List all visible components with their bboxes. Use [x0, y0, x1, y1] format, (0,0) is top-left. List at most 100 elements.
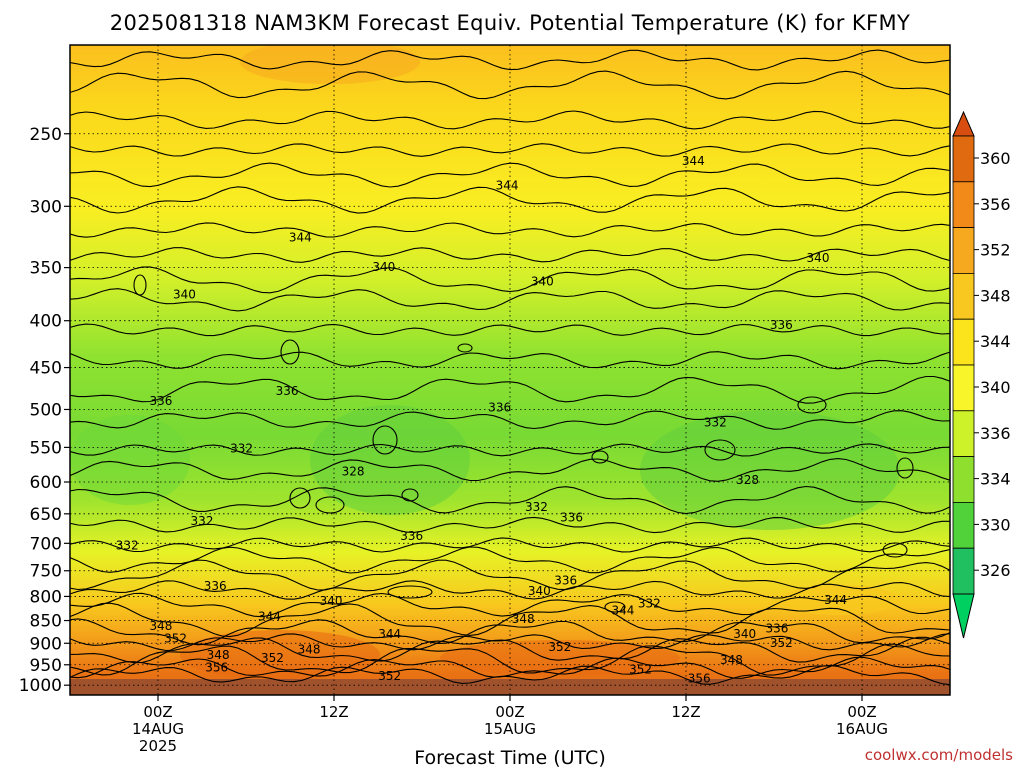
contour-line [70, 458, 950, 482]
contour-line [70, 143, 950, 157]
colorbar-upper-arrow [952, 110, 975, 137]
contour-label: 352 [261, 651, 284, 665]
contour-loop [457, 343, 473, 353]
y-tick-label: 300 [30, 197, 62, 217]
contour-label: 332 [638, 596, 661, 610]
field-blob [780, 585, 900, 615]
contour-labels: 3443443443403403403403363363363363323323… [116, 154, 847, 686]
colorbar-swatch [952, 135, 975, 183]
colorbar-label: 348 [980, 286, 1011, 305]
contour-label: 336 [149, 394, 172, 408]
colorbar-label: 326 [980, 561, 1011, 580]
y-tick-label: 650 [30, 505, 62, 525]
y-tick-label: 800 [30, 587, 62, 607]
contour-label: 348 [512, 612, 535, 626]
contour-loop [289, 487, 311, 509]
colorbar-swatch [952, 272, 975, 320]
colorbar: 360 356 352 348 344 340 336 334 330 326 [952, 110, 1011, 639]
contour-label: 328 [342, 464, 365, 478]
y-tick-label: 400 [30, 312, 62, 332]
field-blob [310, 405, 470, 515]
contour-label: 336 [400, 529, 423, 543]
contour-label: 344 [378, 627, 401, 641]
x-axis-label: Forecast Time (UTC) [414, 747, 605, 768]
contour-line [70, 222, 950, 238]
contour-label: 340 [528, 584, 551, 598]
contour-label: 332 [704, 415, 727, 429]
contour-label: 344 [289, 231, 312, 245]
contour-label: 352 [378, 669, 401, 683]
contour-label: 340 [173, 288, 196, 302]
contour-label: 344 [611, 604, 634, 618]
colorbar-label: 360 [980, 149, 1011, 168]
contour-label: 332 [525, 500, 548, 514]
contour-line [70, 592, 950, 618]
colorbar-label: 352 [980, 241, 1011, 260]
contour-loop [604, 601, 626, 613]
contour-line [70, 643, 950, 676]
colorbar-label: 340 [980, 378, 1011, 397]
contour-label: 344 [824, 593, 847, 607]
contour-line [70, 485, 950, 515]
colorbar-swatch [952, 364, 975, 412]
field-blob [440, 640, 680, 676]
contour-label: 348 [720, 653, 743, 667]
colorbar-swatch [952, 501, 975, 549]
colorbar-swatch [952, 456, 975, 503]
colorbar-lower-arrow [952, 593, 975, 639]
contour-loop [133, 274, 147, 296]
x-tick-label: 00Z [495, 703, 524, 721]
y-tick-label: 250 [30, 125, 62, 145]
contour-label: 352 [770, 636, 793, 650]
contour-label: 336 [770, 318, 793, 332]
contour-label: 332 [116, 539, 139, 553]
ground-band [70, 679, 950, 695]
contour-label: 336 [554, 574, 577, 588]
contour-label: 336 [204, 579, 227, 593]
y-tick-label: 900 [30, 634, 62, 654]
y-tick-label: 550 [30, 438, 62, 458]
contour-loop [882, 542, 908, 558]
contour-label: 340 [320, 594, 343, 608]
x-tick-label: 00Z [143, 703, 172, 721]
x-tick-label: 12Z [319, 703, 348, 721]
y-tick-label: 850 [30, 612, 62, 632]
contour-line [70, 266, 950, 294]
contour-label: 336 [765, 621, 788, 635]
contour-label: 336 [276, 384, 299, 398]
colorbar-label: 330 [980, 515, 1011, 534]
colorbar-label: 336 [980, 424, 1011, 443]
x-tick-label: 2025 [139, 737, 177, 755]
contour-label: 340 [372, 260, 395, 274]
contour-loop [896, 457, 914, 479]
contour-line [70, 351, 950, 370]
contour-loop [387, 585, 433, 599]
colorbar-swatch [952, 181, 975, 229]
y-tick-label: 600 [30, 473, 62, 493]
colorbar-label: 344 [980, 332, 1011, 351]
plot-area: 3443443443403403403403363363363363323323… [70, 45, 950, 695]
contour-loop [401, 488, 419, 502]
contour-line [70, 410, 950, 430]
y-tick-label: 450 [30, 359, 62, 379]
contour-line [70, 375, 950, 404]
y-tick-label: 350 [30, 259, 62, 279]
contour-label: 344 [258, 609, 281, 623]
contour-loop [315, 496, 345, 514]
contour-label: 356 [205, 661, 228, 675]
contour-label: 328 [736, 473, 759, 487]
contour-label: 352 [164, 631, 187, 645]
y-tick-label: 950 [30, 656, 62, 676]
colorbar-swatch [952, 318, 975, 366]
chart-title: 2025081318 NAM3KM Forecast Equiv. Potent… [110, 11, 911, 35]
contour-loop [797, 396, 827, 414]
contour-line [70, 664, 950, 686]
contour-label: 340 [531, 275, 554, 289]
x-tick-label: 16AUG [836, 720, 888, 738]
y-tick-label: 700 [30, 534, 62, 554]
contour-label: 356 [688, 672, 711, 686]
contour-label: 352 [548, 640, 571, 654]
contour-label: 348 [149, 619, 172, 633]
